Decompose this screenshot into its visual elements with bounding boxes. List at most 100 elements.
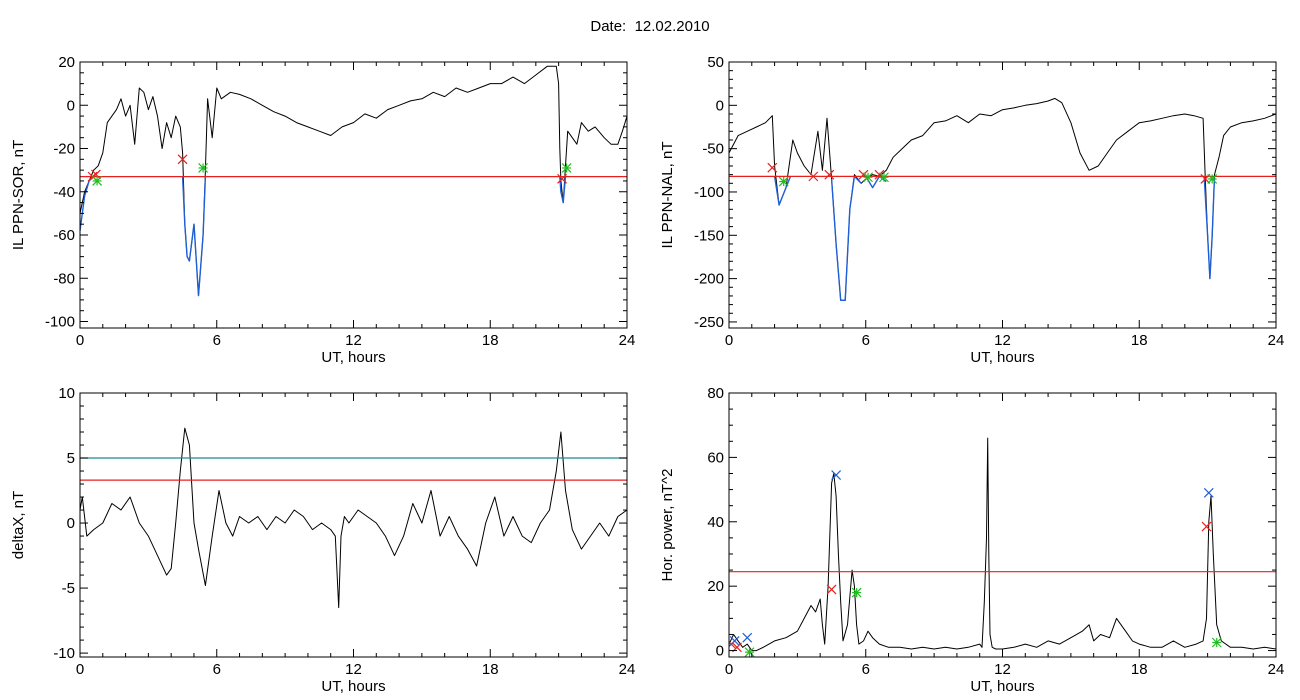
marker-asterisk-10 <box>1211 637 1222 648</box>
y-tick-label: 20 <box>707 578 724 595</box>
marker-cross-1 <box>91 169 101 180</box>
y-tick-label: 50 <box>707 54 724 71</box>
series-line-2 <box>181 176 207 297</box>
marker-asterisk-5 <box>863 172 873 183</box>
plot-area <box>80 65 627 297</box>
marker-cross-2 <box>808 171 819 182</box>
y-tick-label: -40 <box>53 184 75 201</box>
marker-cross-5 <box>557 173 567 184</box>
marker-asterisk-6 <box>561 163 572 173</box>
y-tick-label: 20 <box>58 54 75 71</box>
x-tick-label: 24 <box>619 661 636 678</box>
x-tick-label: 12 <box>345 332 362 349</box>
plot-area <box>729 97 1276 301</box>
y-tick-label: -50 <box>702 141 724 158</box>
x-axis-label: UT, hours <box>970 678 1034 695</box>
x-tick-label: 18 <box>482 661 499 678</box>
x-tick-label: 6 <box>862 661 870 678</box>
x-tick-label: 18 <box>482 332 499 349</box>
date-value: 12.02.2010 <box>634 18 710 35</box>
marker-stroke <box>808 171 819 182</box>
x-tick-label: 0 <box>76 661 84 678</box>
series-line-0 <box>80 65 627 297</box>
y-tick-label: 0 <box>716 643 724 660</box>
x-tick-label: 24 <box>619 332 636 349</box>
y-tick-label: -60 <box>53 227 75 244</box>
y-axis-label: Hor. power, nT^2 <box>659 469 676 582</box>
series-line-0 <box>729 97 1276 301</box>
marker-cross-3 <box>824 169 835 180</box>
panel-deltax: 0 6 12 18 24 10 5 0 -5 -10 UT, hours deltaX, nT <box>10 385 635 695</box>
marker-stroke <box>826 584 837 595</box>
x-tick-label: 6 <box>213 332 221 349</box>
x-axis-label: UT, hours <box>321 678 385 695</box>
marker-asterisk-9 <box>1207 174 1218 184</box>
marker-cross-3 <box>177 154 188 165</box>
plot-frame <box>79 392 628 658</box>
marker-cross-8 <box>1201 521 1212 532</box>
marker-asterisk-7 <box>879 172 889 183</box>
marker-cross-5 <box>826 584 837 595</box>
marker-asterisk-7 <box>851 587 862 598</box>
series-line-2 <box>830 175 862 301</box>
series-line-0 <box>80 427 627 609</box>
x-tick-label: 12 <box>345 661 362 678</box>
date-label: Date: <box>590 18 627 35</box>
y-tick-label: -20 <box>53 141 75 158</box>
y-tick-label: -10 <box>53 645 75 662</box>
x-tick-label: 12 <box>994 332 1011 349</box>
y-tick-label: -100 <box>45 314 75 331</box>
x-tick-label: 18 <box>1131 661 1148 678</box>
x-tick-label: 6 <box>862 332 870 349</box>
marker-stroke <box>831 470 842 481</box>
series-line-3 <box>559 176 567 204</box>
x-tick-label: 12 <box>994 661 1011 678</box>
y-tick-label: 0 <box>716 97 724 114</box>
plot-frame <box>728 392 1277 658</box>
marker-stroke <box>767 162 778 173</box>
y-tick-label: 10 <box>58 385 75 402</box>
series-line-4 <box>1203 176 1216 280</box>
marker-stroke <box>742 632 753 643</box>
marker-stroke <box>729 635 740 646</box>
panel-power: 0 6 12 18 24 80 60 40 20 0 UT, hours Hor. power, nT… <box>659 385 1284 695</box>
x-tick-label: 0 <box>725 332 733 349</box>
x-tick-label: 24 <box>1268 332 1285 349</box>
marker-cross-0 <box>767 162 778 173</box>
y-tick-label: 60 <box>707 449 724 466</box>
plot-frame <box>79 61 628 329</box>
plot-frame <box>728 61 1277 329</box>
plot-area <box>80 427 627 609</box>
panel-sor: 0 6 12 18 24 20 0 -20 -40 -60 -80 -100 UT, hours IL P… <box>10 54 635 366</box>
panel-nal: 0 6 12 18 24 50 0 -50 -100 -150 -200 -250 UT, hours I… <box>659 54 1284 366</box>
marker-asterisk-4 <box>198 163 208 173</box>
x-tick-label: 18 <box>1131 332 1148 349</box>
y-tick-label: -100 <box>694 184 724 201</box>
x-tick-label: 0 <box>76 332 84 349</box>
marker-cross-9 <box>1203 487 1214 498</box>
marker-cross-6 <box>831 470 842 481</box>
marker-asterisk-1 <box>778 176 789 187</box>
x-axis-label: UT, hours <box>321 349 385 366</box>
marker-asterisk-2 <box>92 176 103 186</box>
y-tick-label: -150 <box>694 227 724 244</box>
y-axis-label: IL PPN-NAL, nT <box>659 142 676 249</box>
marker-cross-1 <box>729 635 740 646</box>
y-tick-label: -250 <box>694 314 724 331</box>
y-tick-label: 40 <box>707 514 724 531</box>
series-line-0 <box>729 437 1276 652</box>
y-tick-label: 0 <box>67 515 75 532</box>
series-line-1 <box>773 176 792 206</box>
x-tick-label: 24 <box>1268 661 1285 678</box>
marker-stroke <box>824 169 835 180</box>
marker-stroke <box>858 169 869 180</box>
y-axis-label: deltaX, nT <box>10 491 27 559</box>
marker-stroke <box>557 173 567 184</box>
y-tick-label: 5 <box>67 450 75 467</box>
y-tick-label: 0 <box>67 97 75 114</box>
marker-stroke <box>1203 487 1214 498</box>
marker-stroke <box>874 169 885 180</box>
x-axis-label: UT, hours <box>970 349 1034 366</box>
x-tick-label: 0 <box>725 661 733 678</box>
